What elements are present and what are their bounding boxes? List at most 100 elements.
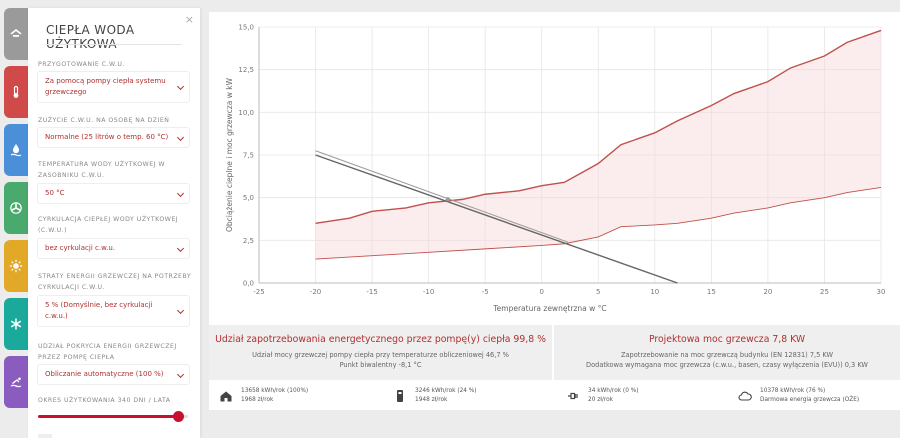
- x-tick-label: -5: [482, 288, 489, 296]
- energy-boiler: 3246 kWh/rok (24 %) 1948 zł/rok: [393, 382, 477, 410]
- close-icon[interactable]: ×: [184, 13, 194, 26]
- tab-solar[interactable]: [4, 240, 28, 292]
- series-line-3: [315, 150, 568, 243]
- additional-heating-power: Dodatkowa wymagana moc grzewcza (c.w.u.,…: [586, 361, 868, 369]
- energy-electric: 34 kWh/rok (0 %) 20 zł/rok: [566, 382, 639, 410]
- energy-total: 13658 kWh/rok (100%) 1968 zł/rok: [219, 382, 308, 410]
- design-heating-power-title: Projektowa moc grzewcza 7,8 KW: [648, 334, 806, 345]
- panel-title: CIEPŁA WODA UŻYTKOWA: [46, 23, 135, 51]
- sun-icon: [9, 259, 23, 273]
- energy-total-cost: 1968 zł/rok: [241, 397, 274, 403]
- x-tick-label: -10: [423, 288, 434, 296]
- series-line-1: [315, 186, 882, 260]
- plug-icon: [568, 392, 578, 400]
- x-tick-label: 10: [650, 288, 659, 296]
- field-label-consumption: ZUŻYCIE C.W.U. NA OSOBĘ NA DZIEŃ: [38, 117, 170, 124]
- series-line-0: [315, 29, 882, 224]
- tab-heating[interactable]: [4, 66, 28, 118]
- energy-total-kwh: 13658 kWh/rok (100%): [241, 388, 309, 394]
- pool-icon: [10, 377, 22, 388]
- preparation-select[interactable]: Za pomocą pompy ciepła systemu grzewczeg…: [38, 72, 189, 102]
- fan-icon: [10, 202, 22, 214]
- tab-cooling[interactable]: [4, 298, 28, 350]
- x-tick-label: 5: [596, 288, 600, 296]
- title-divider: [46, 44, 182, 45]
- coverage-value: Obliczanie automatyczne (100 %): [45, 370, 164, 378]
- chevron-down-icon: [176, 189, 185, 197]
- bivalent-point: Punkt biwalentny -8,1 °C: [339, 361, 422, 369]
- x-tick-label: -25: [253, 288, 264, 296]
- series-line-2: [315, 154, 678, 284]
- next-field-stub: [38, 434, 52, 438]
- field-label-usage-period: OKRES UŻYTKOWANIA 340 DNI / LATA: [38, 397, 171, 404]
- building-heat-demand: Zapotrzebowanie na moc grzewczą budynku …: [620, 351, 834, 359]
- hot-water-settings-panel: × CIEPŁA WODA UŻYTKOWA PRZYGOTOWANIE C.W…: [28, 8, 200, 438]
- field-label-preparation: PRZYGOTOWANIE C.W.U.: [38, 61, 125, 68]
- energy-electric-kwh: 34 kWh/rok (0 %): [588, 388, 639, 394]
- x-axis-title: Temperatura zewnętrzna w °C: [492, 304, 606, 313]
- heat-pump-share-title: Udział zapotrzebowania energetycznego pr…: [215, 334, 546, 345]
- energy-renewable-kwh: 10378 kWh/rok (76 %): [760, 388, 826, 394]
- x-tick-label: 0: [539, 288, 543, 296]
- field-label-coverage: UDZIAŁ POKRYCIA ENERGII GRZEWCZEJ PRZEZ …: [38, 343, 177, 361]
- heat-load-chart: -25 -20 -15 -10 -5 0 5 10 15 20 25 30 0,0 2,5 5,0 7,5 10…: [225, 24, 886, 314]
- y-tick-label: 5,0: [243, 194, 254, 202]
- y-axis-title: Obciążenie cieplne i moc grzewcza w kW: [225, 77, 234, 232]
- circulation-select[interactable]: bez cyrkulacji c.w.u.: [38, 239, 189, 258]
- y-tick-label: 0,0: [243, 280, 254, 288]
- x-tick-label: -15: [366, 288, 377, 296]
- chevron-down-icon: [176, 370, 185, 378]
- energy-renewable-label: Darmowa energia grzewcza (OŹE): [760, 397, 860, 403]
- water-drop-icon: [10, 144, 22, 157]
- boiler-icon: [397, 390, 403, 402]
- design-heating-power-summary: Projektowa moc grzewcza 7,8 KW Zapotrzeb…: [554, 325, 900, 380]
- snowflake-icon: [10, 318, 22, 330]
- chevron-down-icon: [176, 133, 185, 141]
- tab-home[interactable]: [4, 8, 28, 60]
- heat-pump-share-summary: Udział zapotrzebowania energetycznego pr…: [209, 325, 552, 380]
- y-tick-label: 10,0: [238, 109, 254, 117]
- heat-pump-power-share: Udział mocy grzewczej pompy ciepła przy …: [252, 351, 509, 359]
- field-label-temperature: TEMPERATURA WODY UŻYTKOWEJ W ZASOBNIKU C…: [38, 161, 166, 179]
- tab-hot-water[interactable]: [4, 124, 28, 176]
- usage-period-slider[interactable]: [38, 411, 188, 422]
- house-icon: [220, 391, 232, 402]
- losses-select[interactable]: 5 % (Domyślnie, bez cyrkulacji c.w.u.): [38, 296, 189, 326]
- energy-electric-cost: 20 zł/rok: [588, 397, 614, 403]
- consumption-select[interactable]: Normalne (25 litrów o temp. 60 °C): [38, 128, 189, 147]
- temperature-value: 50 °C: [45, 189, 65, 197]
- field-label-losses: STRATY ENERGII GRZEWCZEJ NA POTRZEBY CYR…: [38, 273, 192, 291]
- slider-handle[interactable]: [172, 411, 184, 422]
- house-icon: [10, 28, 22, 37]
- y-tick-label: 2,5: [243, 237, 254, 245]
- tab-ventilation[interactable]: [4, 182, 28, 234]
- chevron-down-icon: [176, 306, 185, 315]
- x-tick-label: 30: [877, 288, 886, 296]
- chevron-down-icon: [176, 82, 185, 91]
- tab-pool[interactable]: [4, 356, 28, 408]
- slider-fill: [38, 415, 178, 418]
- coverage-select[interactable]: Obliczanie automatyczne (100 %): [38, 365, 189, 384]
- x-tick-label: 25: [820, 288, 829, 296]
- y-tick-label: 7,5: [243, 152, 254, 160]
- thermometer-icon: [13, 85, 19, 98]
- energy-boiler-cost: 1948 zł/rok: [415, 397, 448, 403]
- field-label-circulation: CYRKULACJA CIEPŁEJ WODY UŻYTKOWEJ (C.W.U…: [38, 216, 179, 234]
- bivalent-point-marker: [445, 197, 451, 202]
- preparation-value: Za pomocą pompy ciepła systemu grzewczeg…: [45, 77, 166, 96]
- consumption-value: Normalne (25 litrów o temp. 60 °C): [45, 133, 169, 141]
- y-tick-label: 12,5: [238, 66, 254, 74]
- x-tick-label: 15: [707, 288, 716, 296]
- chart-card: -25 -20 -15 -10 -5 0 5 10 15 20 25 30 0,0 2,5 5,0 7,5 10…: [209, 12, 900, 410]
- y-tick-label: 15,0: [238, 24, 254, 32]
- x-tick-label: -20: [310, 288, 321, 296]
- losses-value: 5 % (Domyślnie, bez cyrkulacji c.w.u.): [45, 301, 153, 320]
- energy-renewable: 10378 kWh/rok (76 %) Darmowa energia grze…: [738, 382, 859, 410]
- x-tick-label: 20: [763, 288, 772, 296]
- temperature-select[interactable]: 50 °C: [38, 184, 189, 203]
- energy-boiler-kwh: 3246 kWh/rok (24 %): [415, 388, 477, 394]
- cloud-icon: [738, 391, 752, 401]
- chevron-down-icon: [176, 244, 185, 252]
- circulation-value: bez cyrkulacji c.w.u.: [45, 244, 116, 252]
